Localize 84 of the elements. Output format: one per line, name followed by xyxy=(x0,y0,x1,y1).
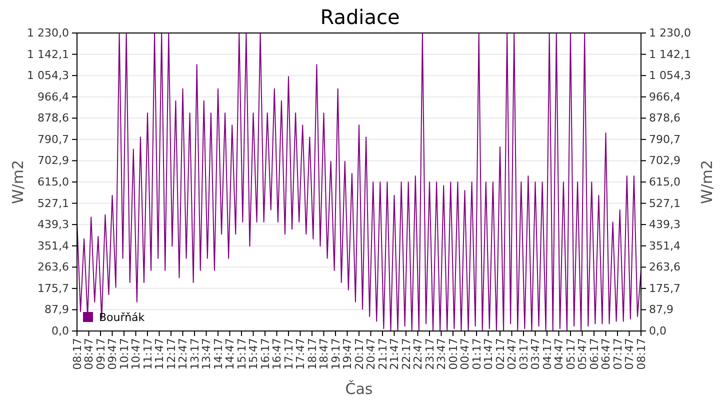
x-axis-title: Čas xyxy=(345,380,373,398)
y-axis-title: W/m2 xyxy=(9,160,27,204)
x-tick-label: 04:47 xyxy=(552,338,566,370)
y2-tick-label: 1 142,1 xyxy=(649,48,691,61)
x-tick-label: 18:17 xyxy=(306,338,319,370)
x-tick-label: 19:47 xyxy=(341,338,354,370)
x-tick-label: 23:47 xyxy=(435,338,448,370)
x-tick-label: 23:17 xyxy=(423,338,436,370)
y2-tick-label: 1 230,0 xyxy=(649,26,691,40)
x-tick-label: 02:17 xyxy=(494,338,507,370)
y2-tick-label: 702,9 xyxy=(649,154,680,168)
y-tick-label: 263,6 xyxy=(38,260,69,274)
x-tick-label: 00:17 xyxy=(446,338,460,370)
y-tick-label: 527,1 xyxy=(38,196,69,210)
x-tick-label: 07:47 xyxy=(623,338,636,370)
x-tick-label: 01:17 xyxy=(470,338,484,370)
x-tick-label: 15:17 xyxy=(235,338,248,370)
x-tick-label: 15:47 xyxy=(247,338,260,370)
x-tick-label: 18:47 xyxy=(318,338,331,370)
x-tick-label: 17:17 xyxy=(282,338,296,370)
x-tick-label: 10:47 xyxy=(130,338,143,370)
x-tick-label: 20:47 xyxy=(364,338,378,370)
y2-tick-label: 615,0 xyxy=(649,176,680,189)
x-tick-label: 17:47 xyxy=(294,338,308,370)
y-tick-label: 87,9 xyxy=(44,303,69,316)
x-tick-label: 11:17 xyxy=(141,338,154,370)
y-tick-label: 0,0 xyxy=(52,324,69,338)
x-tick-label: 05:17 xyxy=(564,338,578,370)
x-tick-label: 22:17 xyxy=(400,338,413,370)
y2-tick-label: 966,4 xyxy=(649,90,680,104)
x-tick-label: 21:47 xyxy=(388,338,402,370)
y-tick-label: 966,4 xyxy=(38,90,69,104)
x-tick-label: 01:47 xyxy=(482,338,496,370)
x-tick-label: 11:47 xyxy=(153,338,166,370)
y-tick-label: 439,3 xyxy=(38,218,69,232)
x-tick-label: 10:17 xyxy=(118,338,131,370)
y2-tick-label: 0,0 xyxy=(649,324,666,338)
y2-tick-label: 878,6 xyxy=(649,112,680,125)
y2-tick-label: 439,3 xyxy=(649,218,680,232)
x-tick-label: 12:17 xyxy=(164,338,178,370)
x-tick-label: 06:47 xyxy=(600,338,613,370)
x-tick-label: 16:47 xyxy=(270,338,284,370)
x-tick-label: 02:47 xyxy=(506,338,519,370)
y-tick-label: 1 230,0 xyxy=(27,26,69,40)
x-tick-label: 09:17 xyxy=(94,338,108,370)
y2-tick-label: 790,7 xyxy=(649,132,680,146)
x-tick-label: 20:17 xyxy=(352,338,366,370)
x-tick-label: 04:17 xyxy=(540,338,554,370)
y-tick-label: 615,0 xyxy=(38,176,69,189)
x-tick-label: 08:17 xyxy=(634,338,648,370)
x-tick-label: 12:47 xyxy=(176,338,190,370)
y-tick-label: 790,7 xyxy=(38,132,69,146)
x-tick-label: 13:47 xyxy=(200,338,214,370)
chart-title: Radiace xyxy=(320,5,400,29)
x-tick-label: 07:17 xyxy=(611,338,624,370)
x-tick-label: 03:47 xyxy=(529,338,542,370)
x-tick-label: 13:17 xyxy=(188,338,202,370)
x-tick-label: 21:17 xyxy=(376,338,390,370)
x-tick-label: 14:17 xyxy=(212,338,225,370)
x-tick-label: 03:17 xyxy=(517,338,530,370)
x-tick-label: 08:47 xyxy=(82,338,96,370)
x-tick-label: 09:47 xyxy=(106,338,120,370)
y2-tick-label: 1 054,3 xyxy=(649,69,691,82)
y-tick-label: 351,4 xyxy=(38,239,69,252)
x-tick-label: 19:17 xyxy=(329,338,342,370)
y-tick-label: 1 142,1 xyxy=(27,48,69,61)
x-tick-label: 22:47 xyxy=(412,338,425,370)
y2-tick-label: 263,6 xyxy=(649,260,680,274)
y2-tick-label: 527,1 xyxy=(649,196,680,210)
y-tick-label: 878,6 xyxy=(38,112,69,125)
y2-tick-label: 175,7 xyxy=(649,282,680,295)
x-tick-label: 08:17 xyxy=(70,338,84,370)
x-tick-label: 06:17 xyxy=(588,338,601,370)
y-tick-label: 702,9 xyxy=(38,154,69,168)
y-tick-label: 1 054,3 xyxy=(27,69,69,82)
y2-tick-label: 87,9 xyxy=(649,303,674,316)
x-tick-label: 14:47 xyxy=(224,338,237,370)
x-tick-label: 00:47 xyxy=(458,338,472,370)
x-tick-label: 16:17 xyxy=(258,338,272,370)
y-tick-label: 175,7 xyxy=(38,282,69,295)
y2-axis-title: W/m2 xyxy=(698,160,716,204)
series-label: Bouřňák xyxy=(99,310,146,324)
x-tick-label: 05:47 xyxy=(576,338,590,370)
y2-tick-label: 351,4 xyxy=(649,239,680,252)
